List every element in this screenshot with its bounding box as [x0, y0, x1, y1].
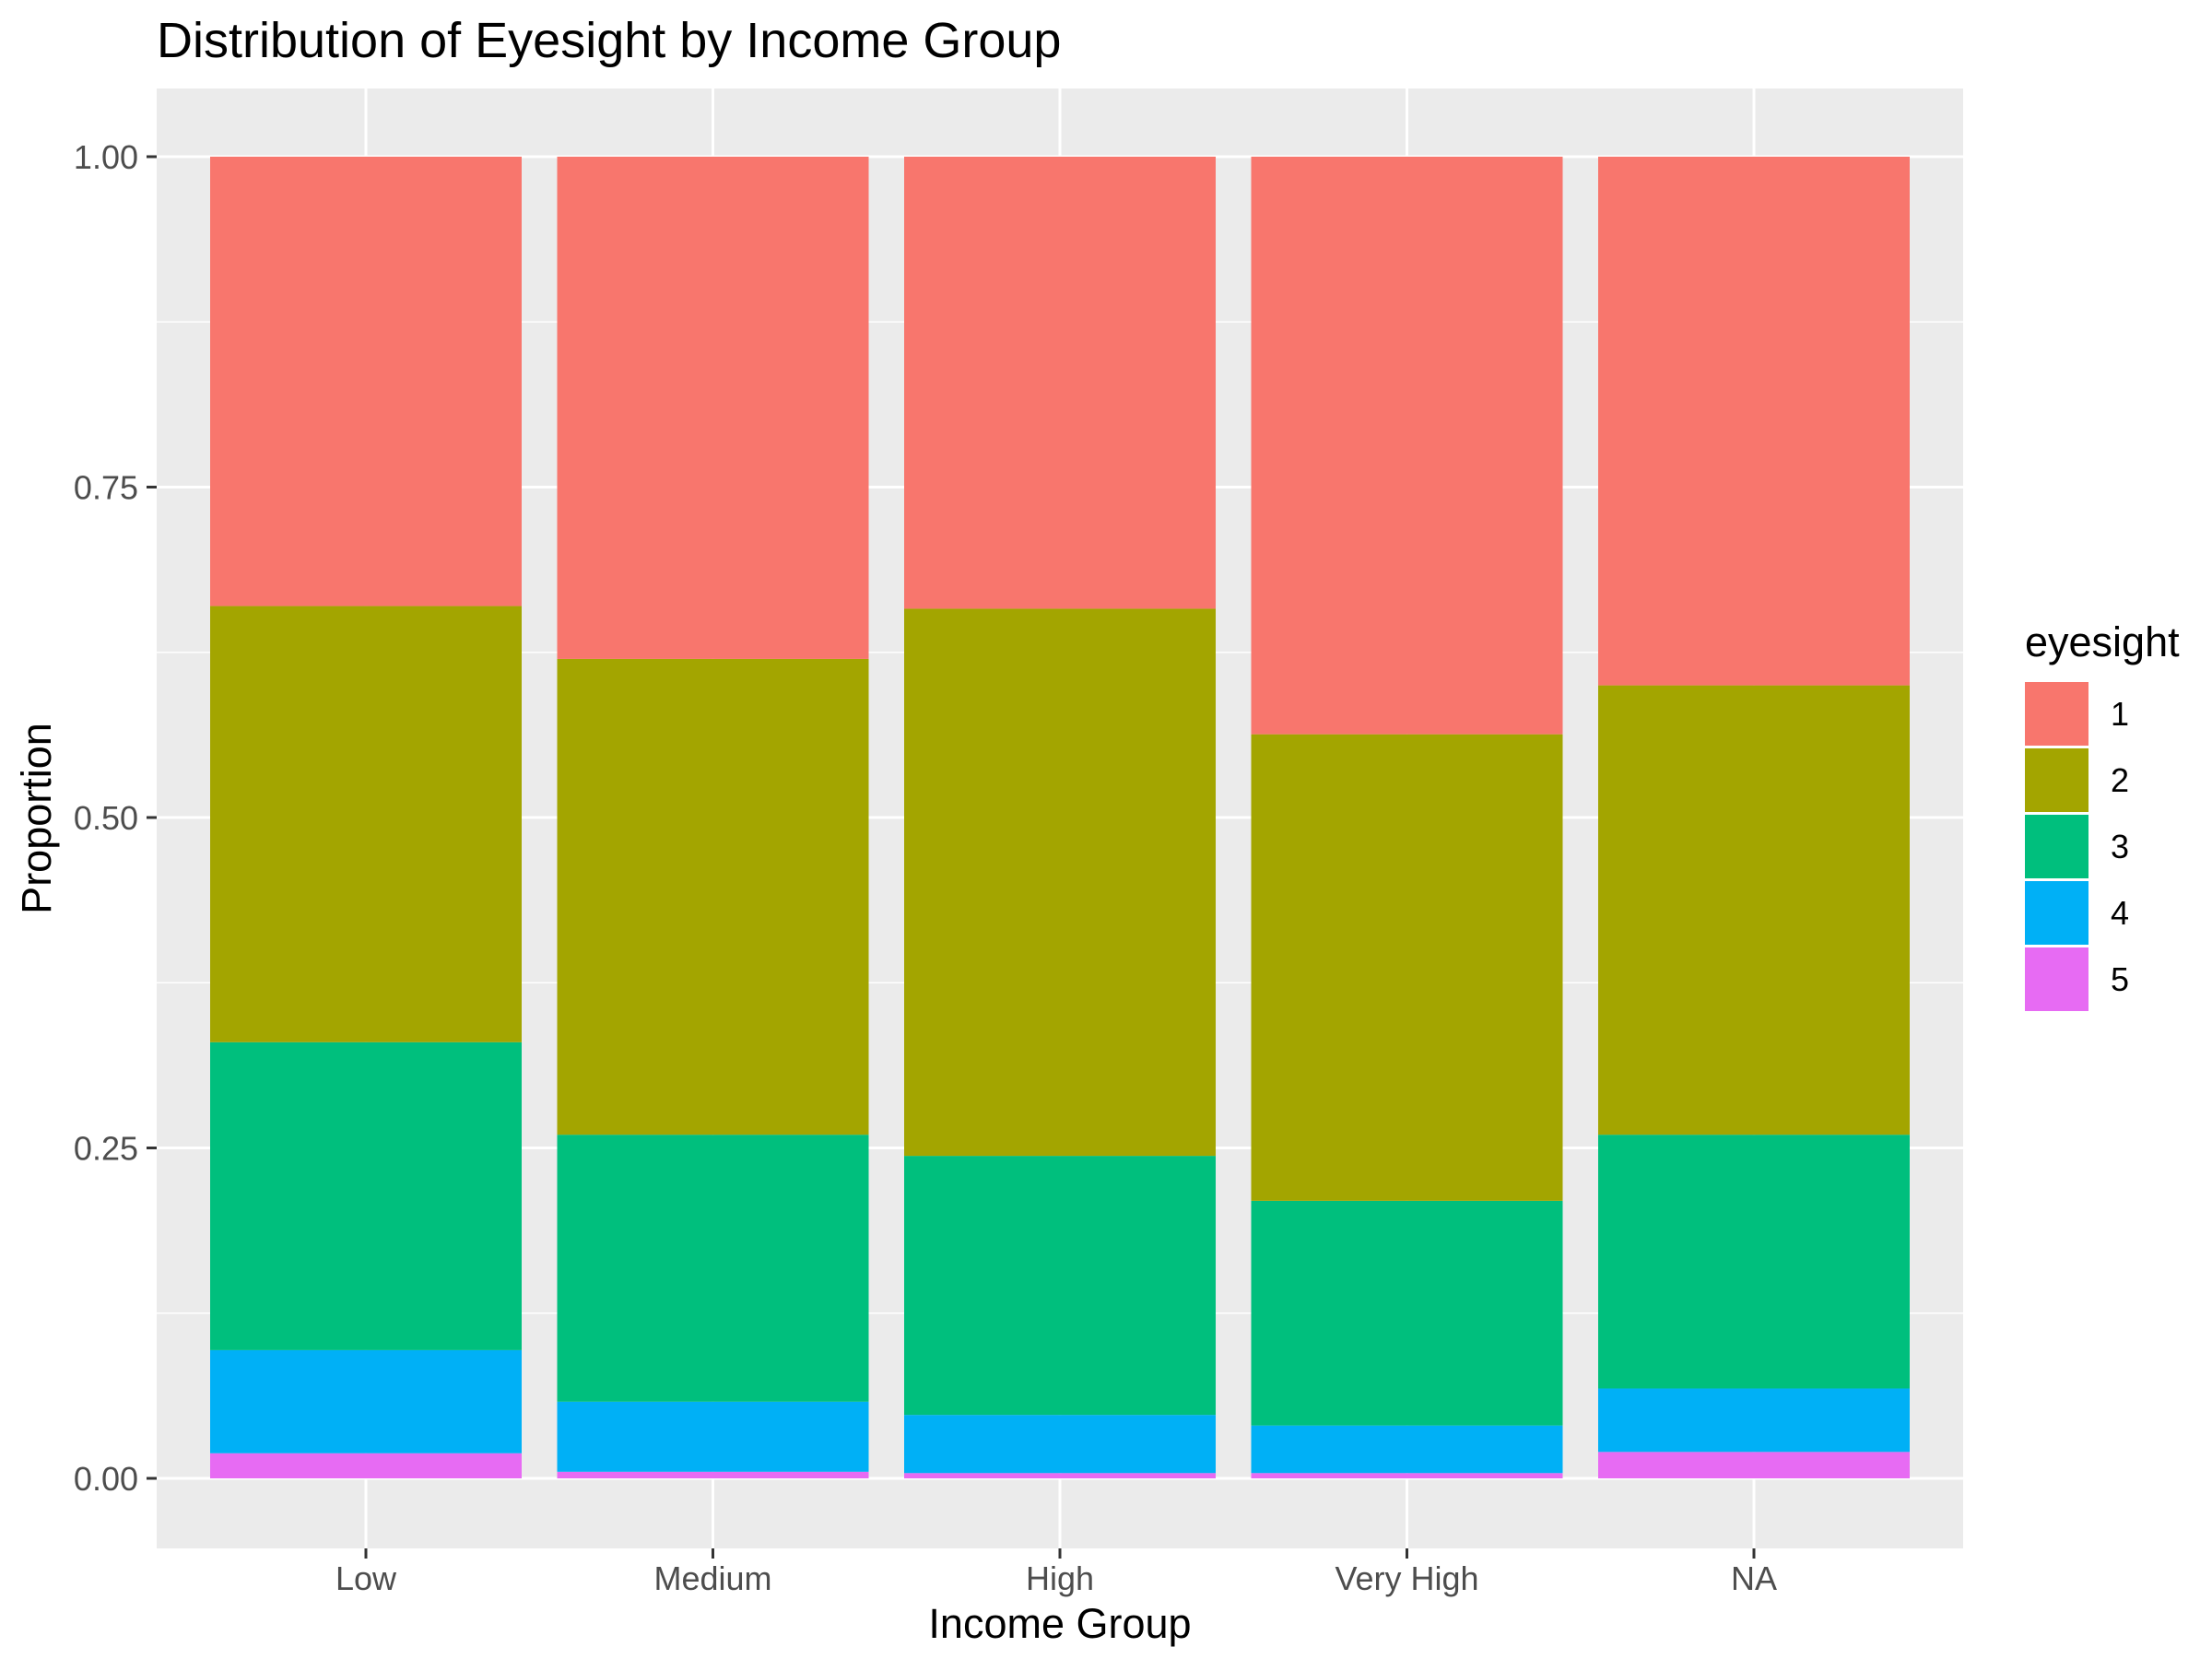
bar-segment	[557, 1471, 869, 1478]
bar-segment	[1598, 685, 1910, 1135]
legend-key	[2025, 947, 2088, 1011]
chart-title: Distribution of Eyesight by Income Group	[157, 13, 1061, 68]
bar-segment	[210, 606, 522, 1042]
x-tick-label: Medium	[653, 1559, 771, 1597]
bar-segment	[904, 1473, 1216, 1478]
bar-segment	[1251, 1473, 1563, 1478]
bar-segment	[1598, 157, 1910, 686]
legend-label: 4	[2111, 894, 2129, 932]
bar-segment	[210, 1453, 522, 1478]
bar-segment	[1251, 1200, 1563, 1426]
bar-segment	[557, 157, 869, 659]
x-axis-title: Income Group	[928, 1600, 1191, 1647]
y-tick-label: 1.00	[74, 138, 138, 176]
bar-segment	[904, 608, 1216, 1157]
bar-segment	[1251, 734, 1563, 1201]
y-axis: 0.00 0.25 0.50 0.75 1.00	[74, 138, 157, 1498]
bar-segment	[904, 157, 1216, 609]
x-tick-label: High	[1026, 1559, 1094, 1597]
x-tick-label: Low	[335, 1559, 397, 1597]
legend-key	[2025, 748, 2088, 812]
y-axis-title: Proportion	[13, 723, 60, 914]
legend-key	[2025, 881, 2088, 945]
bar-segment	[904, 1156, 1216, 1416]
legend-title: eyesight	[2025, 618, 2180, 665]
x-tick-label: Very High	[1335, 1559, 1478, 1597]
bar-segment	[557, 1135, 869, 1402]
y-tick-label: 0.00	[74, 1460, 138, 1498]
legend-label: 2	[2111, 761, 2129, 799]
x-axis: Low Medium High Very High NA	[335, 1548, 1777, 1597]
bar-segment	[1598, 1388, 1910, 1453]
bars	[210, 157, 1910, 1478]
bar-segment	[557, 1401, 869, 1472]
legend: eyesight 1 2 3 4 5	[2025, 618, 2180, 1011]
y-tick-label: 0.50	[74, 799, 138, 837]
bar-segment	[557, 658, 869, 1135]
x-tick-label: NA	[1731, 1559, 1777, 1597]
bar-segment	[1598, 1135, 1910, 1389]
y-tick-label: 0.25	[74, 1130, 138, 1168]
legend-label: 1	[2111, 695, 2129, 733]
legend-key	[2025, 815, 2088, 878]
bar-segment	[904, 1415, 1216, 1474]
legend-key	[2025, 682, 2088, 746]
bar-segment	[210, 1041, 522, 1350]
bar-segment	[210, 157, 522, 606]
bar-segment	[1251, 157, 1563, 735]
bar-segment	[1598, 1452, 1910, 1478]
bar-segment	[1251, 1425, 1563, 1474]
y-tick-label: 0.75	[74, 469, 138, 507]
bar-segment	[210, 1349, 522, 1453]
legend-label: 3	[2111, 828, 2129, 865]
legend-label: 5	[2111, 960, 2129, 998]
